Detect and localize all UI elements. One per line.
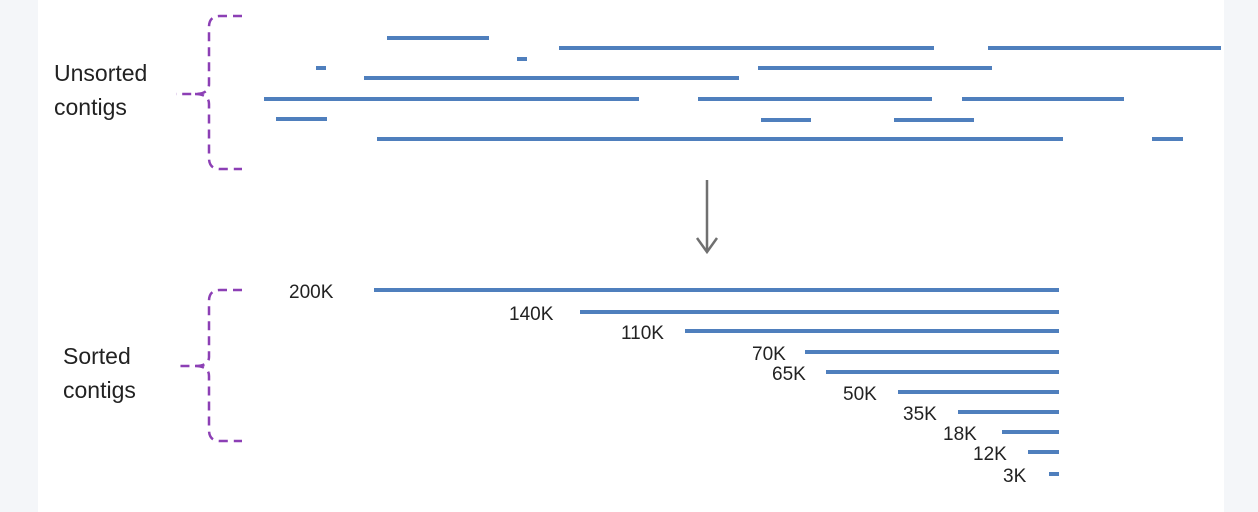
unsorted-contigs (264, 36, 1221, 141)
contig-size-label: 35K (903, 404, 937, 425)
contig-size-label: 200K (289, 282, 334, 303)
contig-size-label: 12K (973, 444, 1007, 465)
contig-size-label: 140K (509, 304, 554, 325)
contig-size-label: 3K (1003, 466, 1027, 487)
sorted-bracket (176, 288, 242, 443)
contig-size-label: 65K (772, 364, 806, 385)
sort-arrow (695, 180, 719, 255)
contig-size-label: 70K (752, 344, 786, 365)
contig-size-label: 110K (621, 323, 664, 344)
left-margin (0, 0, 38, 512)
right-margin (1224, 0, 1258, 512)
contig-size-label: 18K (943, 424, 977, 445)
unsorted-bracket (176, 14, 242, 171)
sorted-contigs-label: Sorted contigs (63, 343, 136, 403)
contig-size-label: 50K (843, 384, 877, 405)
unsorted-contigs-label: Unsorted contigs (54, 60, 148, 120)
